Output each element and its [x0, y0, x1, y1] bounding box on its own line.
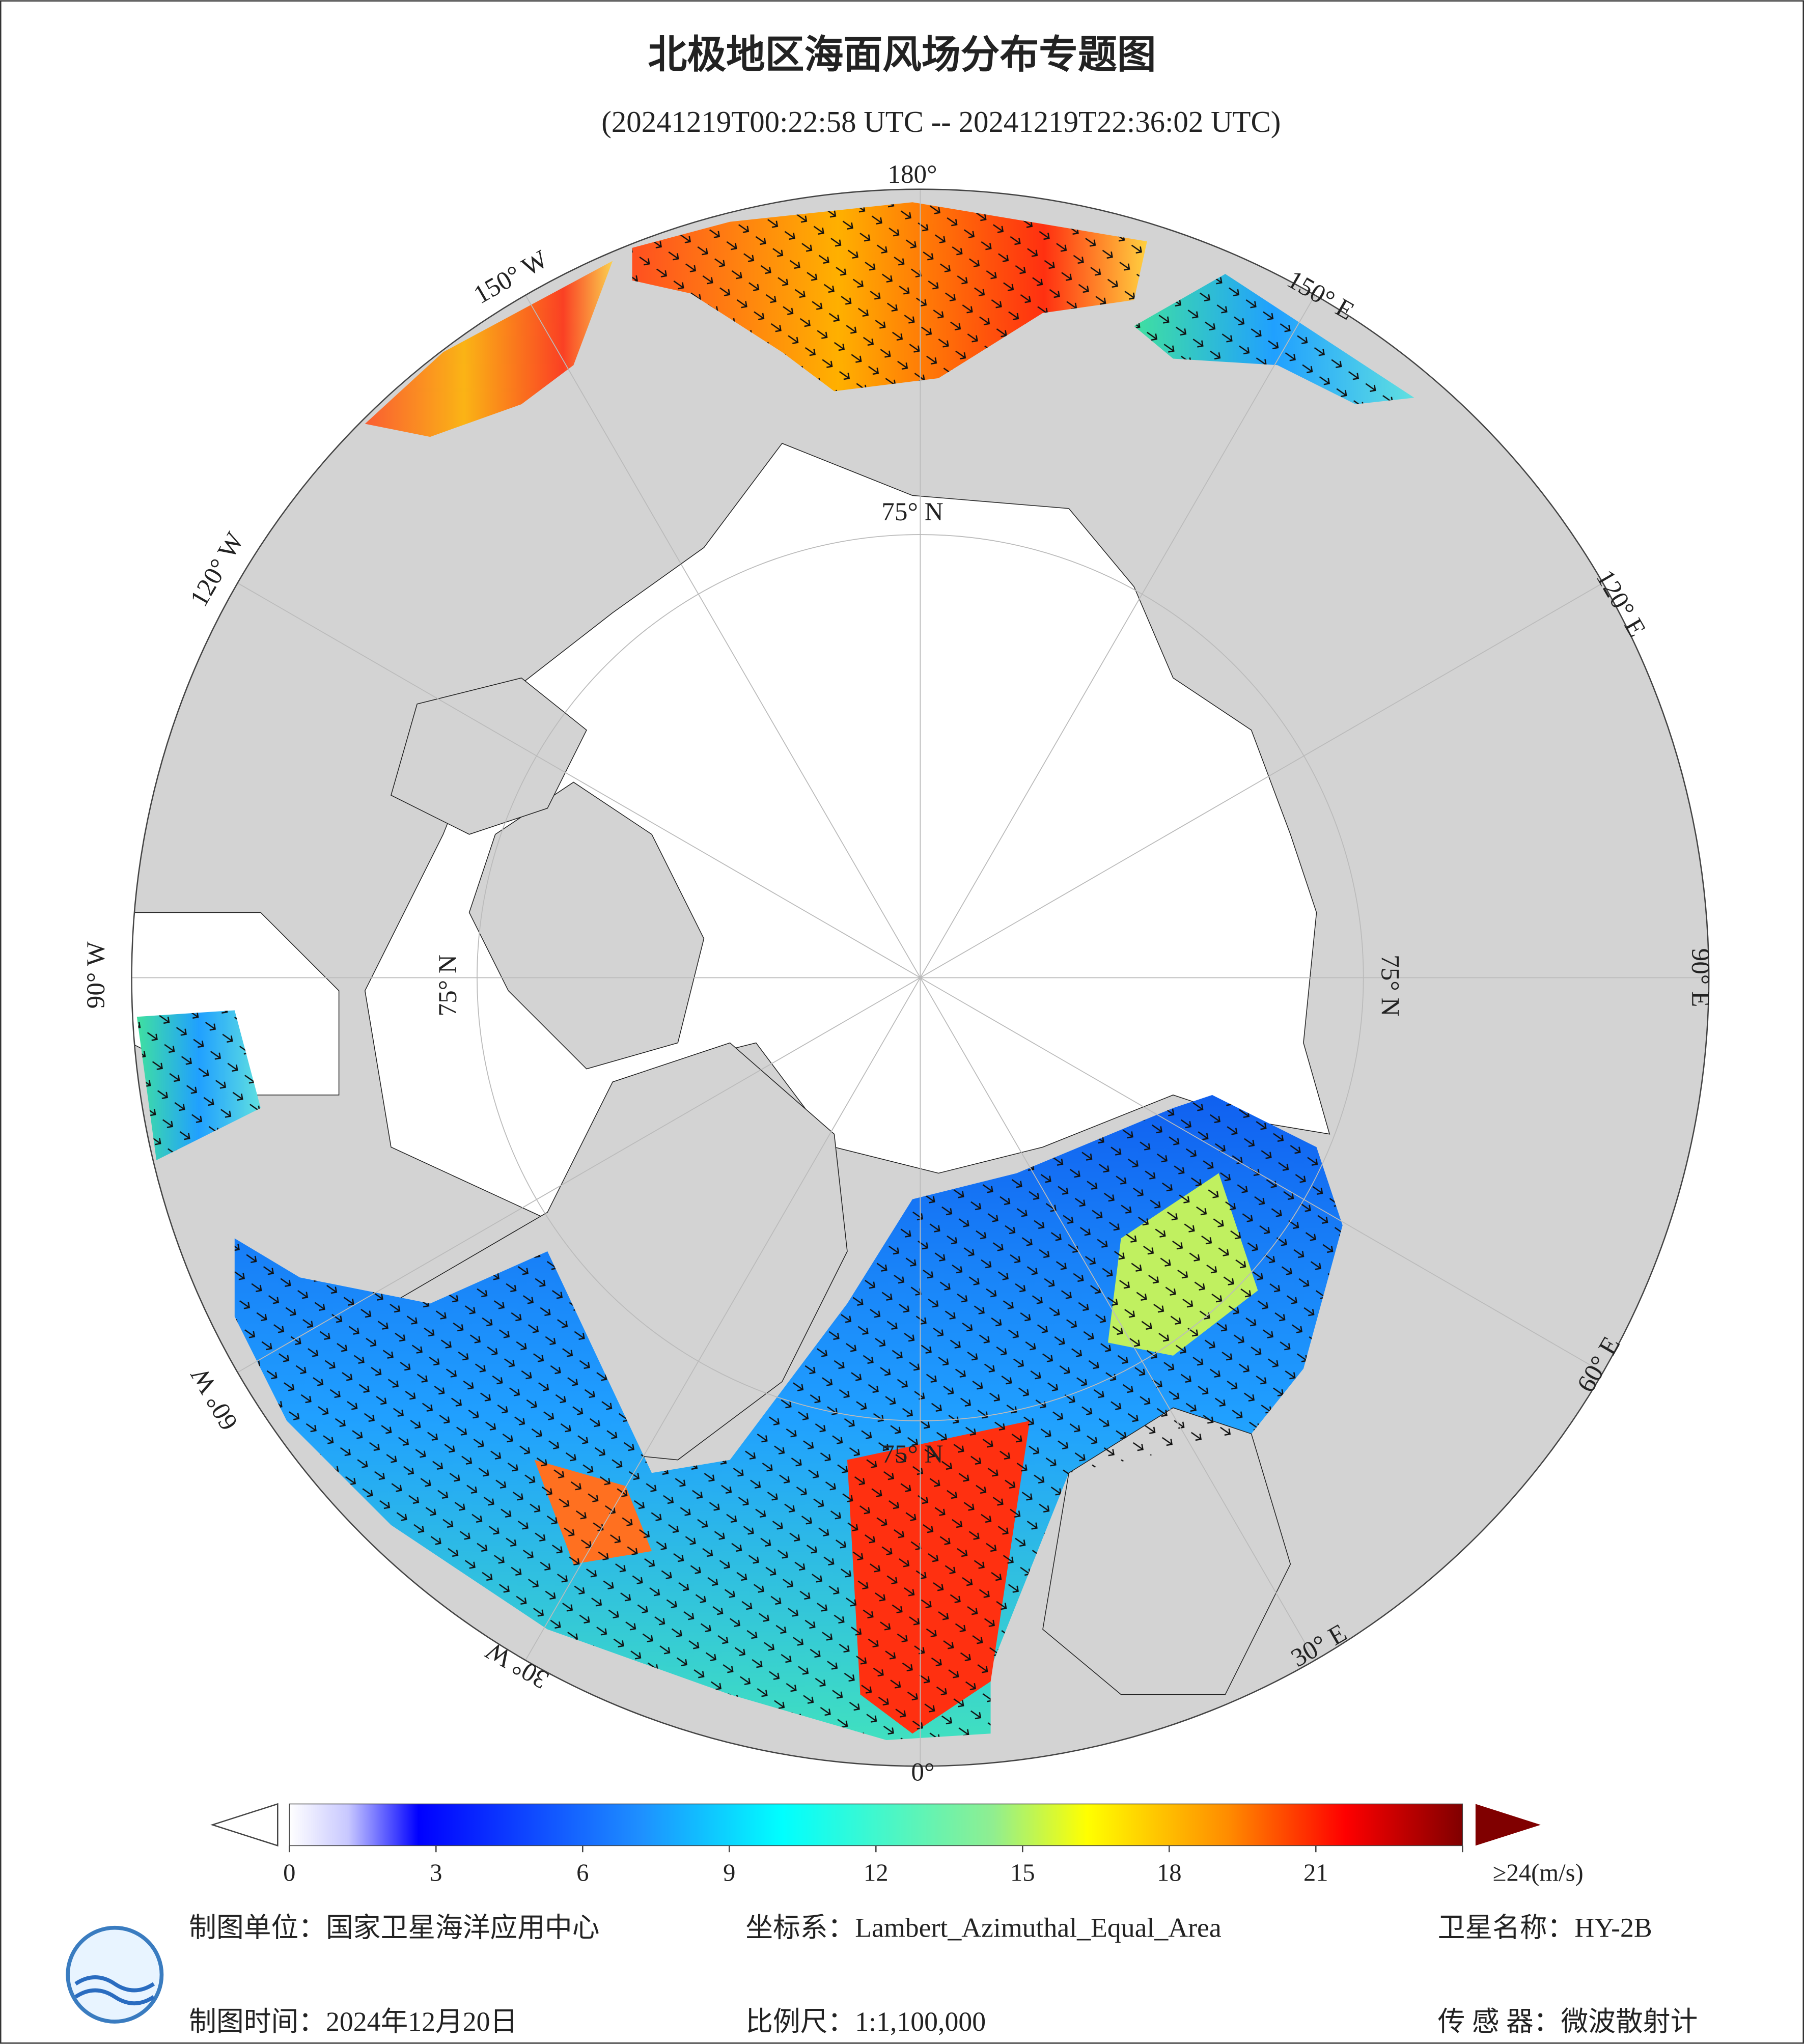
subtitle: (20241219T00:22:58 UTC -- 20241219T22:36… [601, 105, 1281, 138]
lon-label: 180° [887, 160, 937, 189]
logo [66, 1925, 164, 2024]
colorbar-tick-label: 15 [1010, 1859, 1035, 1887]
footer-unit: 制图单位：国家卫星海洋应用中心 [189, 1913, 599, 1943]
lon-label: 0° [911, 1757, 934, 1786]
colorbar-tick-label: 3 [430, 1859, 442, 1887]
archipelago [468, 781, 705, 1070]
footer-date: 制图时间：2024年12月20日 [189, 2006, 517, 2037]
colorbar-body [289, 1803, 1463, 1846]
colorbar-tick-label: ≥24(m/s) [1493, 1859, 1584, 1887]
colorbar-min-arrow [210, 1803, 279, 1847]
lat-label: 75° N [1376, 955, 1405, 1016]
colorbar-tick-label: 12 [864, 1859, 889, 1887]
lat-label: 75° N [881, 497, 943, 526]
footer: 制图单位：国家卫星海洋应用中心 坐标系：Lambert_Azimuthal_Eq… [66, 1913, 1698, 2037]
title: 北极地区海面风场分布专题图 [648, 33, 1156, 78]
footer-scale: 比例尺：1:1,100,000 [745, 2006, 986, 2037]
colorbar-max-arrow [1475, 1804, 1541, 1846]
archipelago [391, 677, 587, 835]
colorbar-tick-label: 6 [576, 1859, 589, 1887]
map-border [131, 188, 1710, 1767]
colorbar-tick-label: 9 [723, 1859, 735, 1887]
colorbar: 0 3 6 9 12 15 18 21 ≥24(m/s) [210, 1803, 1584, 1887]
map [131, 189, 1709, 1767]
lon-label: 90° W [81, 941, 110, 1009]
footer-crs: 坐标系：Lambert_Azimuthal_Equal_Area [745, 1913, 1222, 1943]
lon-label: 90° E [1686, 948, 1715, 1007]
colorbar-tick-label: 18 [1157, 1859, 1182, 1887]
footer-satellite: 卫星名称：HY-2B [1438, 1913, 1652, 1943]
colorbar-tick-label: 21 [1303, 1859, 1328, 1887]
wind-field [365, 261, 613, 437]
footer-sensor: 传 感 器：微波散射计 [1438, 2006, 1698, 2037]
colorbar-tick-label: 0 [283, 1859, 295, 1887]
lat-label: 75° N [433, 955, 462, 1016]
lat-label: 75° N [881, 1440, 943, 1469]
